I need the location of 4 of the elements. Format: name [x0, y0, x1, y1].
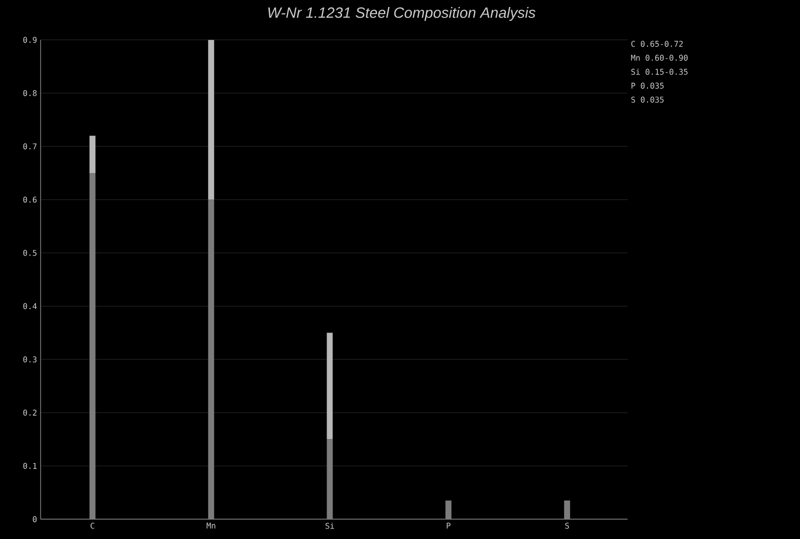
chart-title: W-Nr 1.1231 Steel Composition Analysis	[268, 6, 536, 21]
bar	[326, 332, 333, 440]
bar	[208, 40, 214, 200]
bar	[89, 136, 96, 173]
